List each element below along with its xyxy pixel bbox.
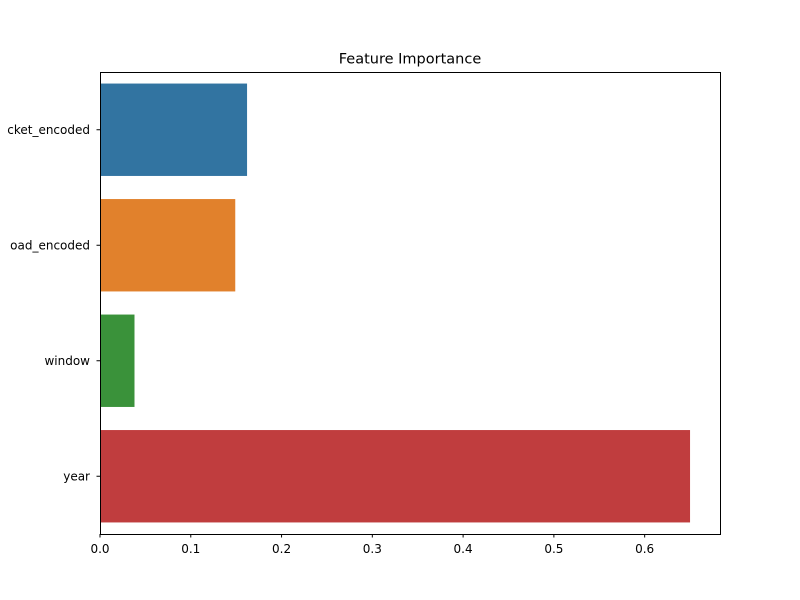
bar-0 [100,83,248,176]
y-tick-label: window [44,354,90,368]
bar-2 [100,314,135,407]
x-tick-label: 0.6 [635,542,654,556]
bars-group [100,83,691,523]
y-tick-label: cket_encoded [7,123,90,137]
y-tick-label: year [63,469,90,483]
chart-title: Feature Importance [339,52,482,68]
bar-1 [100,199,236,292]
x-tick-label: 0.5 [544,542,563,556]
x-tick-label: 0.2 [272,542,291,556]
x-axis-ticks: 0.0 0.1 0.2 0.3 0.4 0.5 0.6 [90,534,654,556]
x-tick-label: 0.4 [454,542,473,556]
x-tick-label: 0.0 [90,542,109,556]
bar-3 [100,430,691,523]
x-tick-label: 0.3 [363,542,382,556]
x-tick-label: 0.1 [181,542,200,556]
y-tick-label: oad_encoded [10,238,90,252]
plot-frame [100,72,721,535]
